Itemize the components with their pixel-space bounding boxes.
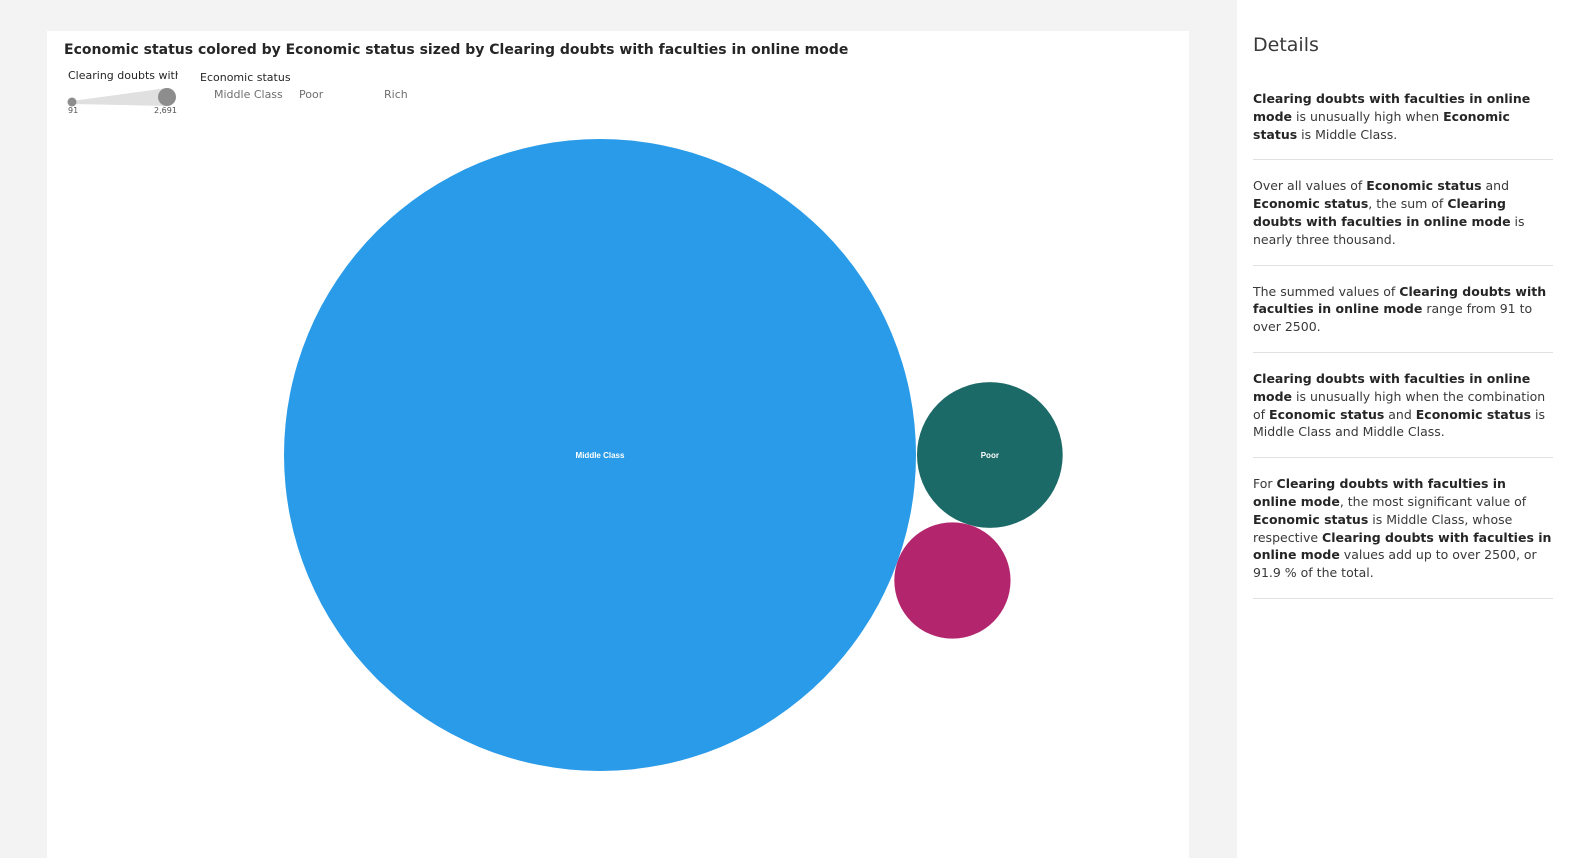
insights-list: Clearing doubts with faculties in online… xyxy=(1253,90,1553,616)
chart-title: Economic status colored by Economic stat… xyxy=(64,42,849,58)
chart-card: Economic status colored by Economic stat… xyxy=(47,31,1189,858)
bubble-label-middle-class: Middle Class xyxy=(576,451,625,460)
size-legend-min: 91 xyxy=(68,106,79,115)
bubble-plot: Middle Class Poor xyxy=(284,139,1063,771)
insight-item: For Clearing doubts with faculties in on… xyxy=(1253,475,1553,599)
insight-item: Over all values of Economic status and E… xyxy=(1253,177,1553,266)
legend-item-rich[interactable]: Rich xyxy=(384,88,408,101)
color-legend-title: Economic status xyxy=(200,71,291,84)
bubble-middle-class[interactable] xyxy=(284,139,916,771)
insight-item: Clearing doubts with faculties in online… xyxy=(1253,90,1553,161)
legend-item-middle-class[interactable]: Middle Class xyxy=(214,88,283,101)
bubble-label-poor: Poor xyxy=(981,451,999,460)
size-legend-max: 2,691 xyxy=(154,106,177,115)
bubble-poor[interactable] xyxy=(917,382,1063,528)
size-legend-scale xyxy=(67,88,176,107)
details-title: Details xyxy=(1253,34,1319,56)
insight-item: Clearing doubts with faculties in online… xyxy=(1253,370,1553,459)
bubble-rich[interactable] xyxy=(894,522,1011,639)
size-legend-title: Clearing doubts with xyxy=(68,69,178,82)
insight-item: The summed values of Clearing doubts wit… xyxy=(1253,283,1553,353)
legend-item-poor[interactable]: Poor xyxy=(299,88,324,101)
details-panel: Details Clearing doubts with faculties i… xyxy=(1237,0,1590,858)
